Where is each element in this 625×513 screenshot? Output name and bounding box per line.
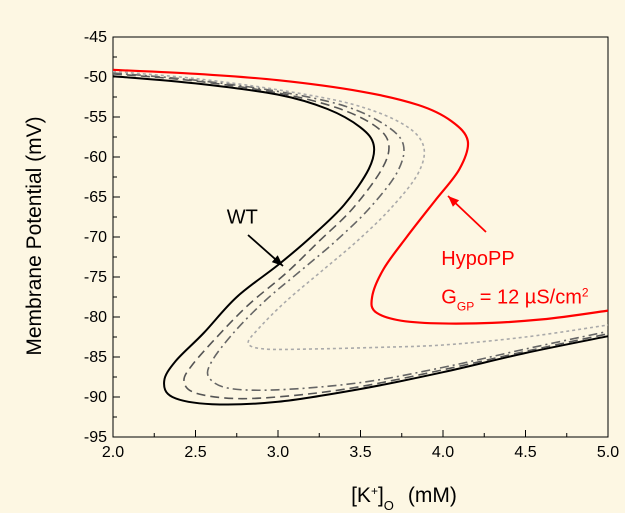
series-2-curve [112,72,609,392]
x-tick-label: 2.0 [102,444,124,461]
y-tick-label: -60 [84,149,107,166]
y-tick-label: -95 [84,429,107,446]
plot-frame [112,36,609,438]
x-tick-label: 3.0 [267,444,289,461]
y-tick-label: -90 [84,389,107,406]
wt-arrow-head [271,255,283,266]
wt-curve [112,75,609,406]
annotations: WT HypoPP GGP = 12 µS/cm2 [227,195,589,313]
x-tick-label: 4.5 [514,444,536,461]
y-tick-label: -50 [84,69,107,86]
x-axis-label: [K+]O (mM) [351,484,457,513]
x-tick-label: 3.5 [349,444,371,461]
x-tick-label: 2.5 [184,444,206,461]
series-layer [112,68,609,406]
y-tick-label: -70 [84,229,107,246]
ggp-label: GGP = 12 µS/cm2 [441,285,589,313]
y-tick-label: -55 [84,109,107,126]
x-tick-label: 5.0 [597,444,619,461]
y-tick-label: -45 [84,29,107,46]
hypopp-arrow-head [448,196,460,207]
wt-label: WT [227,206,258,228]
hypopp-curve [112,68,609,325]
y-tick-label: -85 [84,349,107,366]
y-tick-label: -65 [84,189,107,206]
hypopp-label: HypoPP [441,248,514,270]
x-tick-label: 4.0 [432,444,454,461]
y-tick-label: -75 [84,269,107,286]
axis-ticks: 2.0 2.5 3.0 3.5 4.0 4.5 5.0 -45 -50 -55 -60 -65 -70 -… [84,29,619,461]
series-1-curve [112,73,609,400]
y-axis-label: Membrane Potential (mV) [23,116,46,355]
y-tick-label: -80 [84,309,107,326]
